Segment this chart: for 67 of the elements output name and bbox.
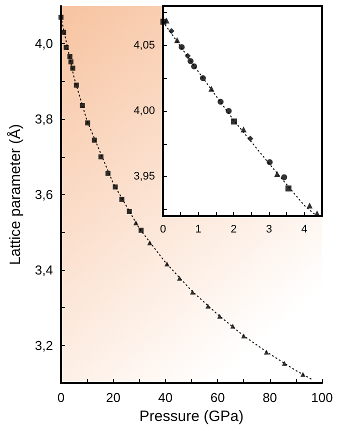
point <box>226 108 232 114</box>
point <box>240 126 247 132</box>
point <box>282 360 287 366</box>
y-tick-label: 3,8 <box>34 112 53 127</box>
y-tick-label: 3,95 <box>134 170 155 183</box>
point <box>74 82 79 88</box>
point <box>168 28 174 34</box>
x-tick-label: 0 <box>160 224 166 236</box>
point <box>70 66 76 71</box>
y-tick-label: 4,00 <box>134 105 155 117</box>
point <box>68 59 74 64</box>
point <box>205 304 210 309</box>
point <box>241 333 246 338</box>
point <box>264 350 269 355</box>
point <box>67 54 72 60</box>
point <box>184 52 191 59</box>
point <box>80 103 85 108</box>
point <box>85 120 90 126</box>
point <box>188 58 194 64</box>
y-tick-label: 3,2 <box>34 338 53 353</box>
y-tick-label: 4,0 <box>34 36 53 52</box>
point <box>231 118 238 124</box>
point <box>178 44 185 50</box>
point <box>247 136 254 142</box>
point <box>119 196 124 202</box>
point <box>208 86 214 92</box>
point <box>112 184 118 190</box>
point <box>266 159 273 166</box>
x-tick-label: 3 <box>266 224 272 236</box>
point <box>300 372 306 377</box>
x-tick-label: 60 <box>210 390 225 405</box>
y-tick-label: 3,4 <box>34 262 53 278</box>
point <box>92 138 97 143</box>
point <box>191 63 198 70</box>
point <box>274 171 280 177</box>
y-axis-title: Lattice parameter (Å) <box>6 124 24 265</box>
point <box>218 98 224 105</box>
point <box>176 276 182 281</box>
point <box>58 14 64 20</box>
point <box>230 324 236 329</box>
point <box>174 37 180 44</box>
point <box>126 208 132 214</box>
point <box>164 261 170 266</box>
point <box>105 170 110 176</box>
x-axis-title: Pressure (GPa) <box>139 408 244 425</box>
point <box>164 17 170 24</box>
point <box>281 174 288 180</box>
x-tick-label: 4 <box>301 224 308 236</box>
point <box>200 75 206 82</box>
point <box>98 154 104 160</box>
y-tick-label: 4,05 <box>134 39 155 52</box>
x-tick-label: 0 <box>57 390 65 405</box>
x-tick-label: 100 <box>311 390 333 405</box>
point <box>285 185 292 192</box>
y-tick-label: 3,6 <box>34 187 53 202</box>
point <box>217 314 222 319</box>
x-tick-label: 2 <box>230 224 237 236</box>
point <box>190 290 196 295</box>
point <box>306 202 313 208</box>
x-tick-label: 40 <box>158 390 173 405</box>
x-tick-label: 20 <box>106 390 120 405</box>
x-tick-label: 80 <box>262 390 278 405</box>
point <box>138 228 144 233</box>
x-tick-label: 1 <box>195 224 202 236</box>
point <box>133 220 138 226</box>
point <box>147 240 152 246</box>
point <box>64 44 69 50</box>
